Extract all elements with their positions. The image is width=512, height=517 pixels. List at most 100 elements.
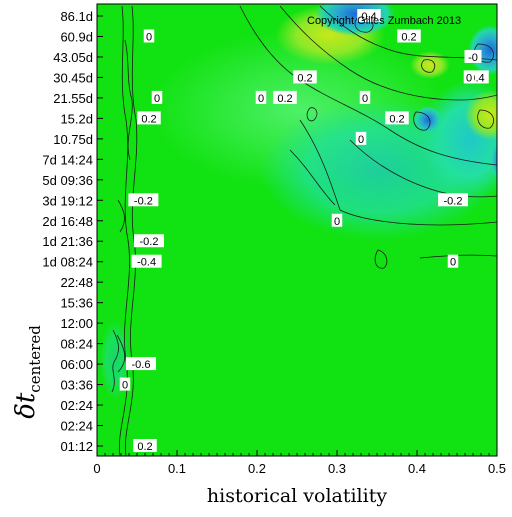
contour-line — [421, 59, 436, 73]
contour-line — [117, 199, 125, 233]
contour-label: 0.2 — [133, 439, 157, 453]
contour-label: 0 — [151, 90, 163, 105]
contour-line — [306, 107, 318, 122]
x-axis-title: historical volatility — [207, 485, 387, 507]
y-axis-title-subscript: centered — [26, 325, 44, 393]
svg-text:0: 0 — [122, 380, 128, 392]
contour-line — [111, 329, 119, 393]
contour-label: 0.2 — [293, 70, 317, 84]
heatmap-region-blue-edge — [490, 140, 497, 180]
svg-text:0.2: 0.2 — [297, 72, 312, 84]
svg-text:-0.2: -0.2 — [134, 195, 153, 207]
contour-line — [477, 109, 495, 129]
svg-text:0: 0 — [362, 93, 368, 105]
svg-text:0.4: 0.4 — [361, 11, 376, 23]
contour-line — [413, 111, 431, 131]
contour-label: -0.6 — [126, 357, 156, 371]
contour-label: 0 — [143, 29, 155, 43]
x-tick-label: 0.5 — [488, 461, 506, 476]
y-axis-title: δtcentered — [11, 325, 44, 419]
y-tick-label: 22:48 — [60, 275, 93, 290]
contour-labels: 0 0 0.2 -0.2 -0.2 -0.4 -0.6 0 0.2 0.2 0.2 0 0.4 0.2 -0… — [119, 9, 489, 453]
contour-label: -0.2 — [134, 234, 164, 248]
contour-label: 0.2 — [273, 90, 297, 105]
contour-label: 0.4 — [357, 9, 381, 23]
heatmap-region-yellow-mid — [410, 51, 450, 79]
y-axis-title-main: δt — [11, 392, 41, 419]
y-tick-label: 30.45d — [53, 70, 93, 85]
y-tick-label: 2d 16:48 — [42, 214, 93, 229]
contour-line — [299, 119, 497, 226]
svg-text:-0.4: -0.4 — [137, 257, 156, 269]
svg-text:0: 0 — [258, 93, 264, 105]
y-tick-label: 10.75d — [53, 132, 93, 147]
heatmap-field — [97, 4, 497, 456]
copyright-text: Copyright Gilles Zumbach 2013 — [307, 15, 461, 27]
contour-line — [289, 149, 336, 206]
heatmap-region-yellow-right — [465, 90, 497, 140]
contour-label: 0 — [255, 90, 267, 105]
svg-text:0.2: 0.2 — [141, 113, 156, 125]
y-tick-label: 08:24 — [60, 337, 93, 352]
svg-text:-0.2: -0.2 — [140, 236, 159, 248]
contour-label: 0.2 — [137, 111, 161, 125]
x-tick-label: 0.1 — [168, 461, 186, 476]
y-tick-label: 86.1d — [60, 9, 93, 24]
y-tick-label: 43.05d — [53, 50, 93, 65]
y-tick-label: 01:12 — [60, 439, 93, 454]
contour-line — [319, 5, 497, 61]
contour-label: 0 — [331, 213, 343, 228]
x-tick-label: 0.4 — [408, 461, 426, 476]
y-tick-label: 15:36 — [60, 296, 93, 311]
contour-label: 0 — [447, 254, 459, 269]
contour-line — [118, 5, 130, 456]
y-tick-label: 7d 14:24 — [42, 152, 93, 167]
y-tick-label: 21.55d — [53, 91, 93, 106]
y-tick-label: 60.9d — [60, 29, 93, 44]
contour-label: 0 — [359, 90, 371, 105]
contour-label: 0.2 — [397, 29, 421, 43]
y-tick-label: 5d 09:36 — [42, 173, 93, 188]
y-tick-label: 1d 08:24 — [42, 255, 93, 270]
svg-text:0.2: 0.2 — [137, 441, 152, 453]
y-tick-label: 3d 19:12 — [42, 193, 93, 208]
contour-label: 0 — [119, 377, 131, 392]
svg-text:-0.2: -0.2 — [444, 195, 463, 207]
contour-label: -0.2 — [128, 193, 159, 207]
contour-label: -0 — [464, 49, 482, 64]
svg-text:0: 0 — [154, 93, 160, 105]
contour-line — [124, 39, 133, 161]
svg-text:0: 0 — [450, 257, 456, 269]
svg-text:0: 0 — [466, 72, 472, 84]
contour-label: 0 — [355, 131, 367, 146]
contour-label: 0.2 — [385, 111, 409, 125]
x-tick-label: 0.2 — [248, 461, 266, 476]
svg-text:0: 0 — [358, 134, 364, 146]
y-tick-label: 1d 21:36 — [42, 234, 93, 249]
x-tick-label: 0 — [93, 461, 100, 476]
y-tick-label: 06:00 — [60, 357, 93, 372]
contour-line — [279, 5, 497, 101]
contour-label: -0.4 — [131, 254, 162, 269]
y-tick-label: 02:24 — [60, 419, 93, 434]
heatmap-region-blue-small — [414, 106, 442, 134]
y-axis: 01:12 02:24 02:24 03:36 06:00 08:24 12:00 15:36… — [42, 9, 103, 454]
svg-text:0: 0 — [146, 31, 152, 43]
svg-text:δtcentered: δtcentered — [11, 325, 44, 419]
y-tick-label: 03:36 — [60, 378, 93, 393]
y-tick-label: 12:00 — [60, 316, 93, 331]
contour-line — [374, 249, 388, 269]
contour-line — [239, 5, 497, 166]
y-tick-label: 02:24 — [60, 398, 93, 413]
svg-text:0.2: 0.2 — [401, 31, 416, 43]
x-tick-label: 0.3 — [328, 461, 346, 476]
svg-text:-0: -0 — [468, 52, 478, 64]
x-axis: 0 0.1 0.2 0.3 0.4 0.5 — [93, 450, 506, 476]
svg-text:0.2: 0.2 — [389, 113, 404, 125]
y-tick-label: 15.2d — [60, 111, 93, 126]
contour-label: -0.2 — [438, 193, 468, 207]
contour-line — [116, 334, 126, 373]
svg-text:0: 0 — [334, 216, 340, 228]
